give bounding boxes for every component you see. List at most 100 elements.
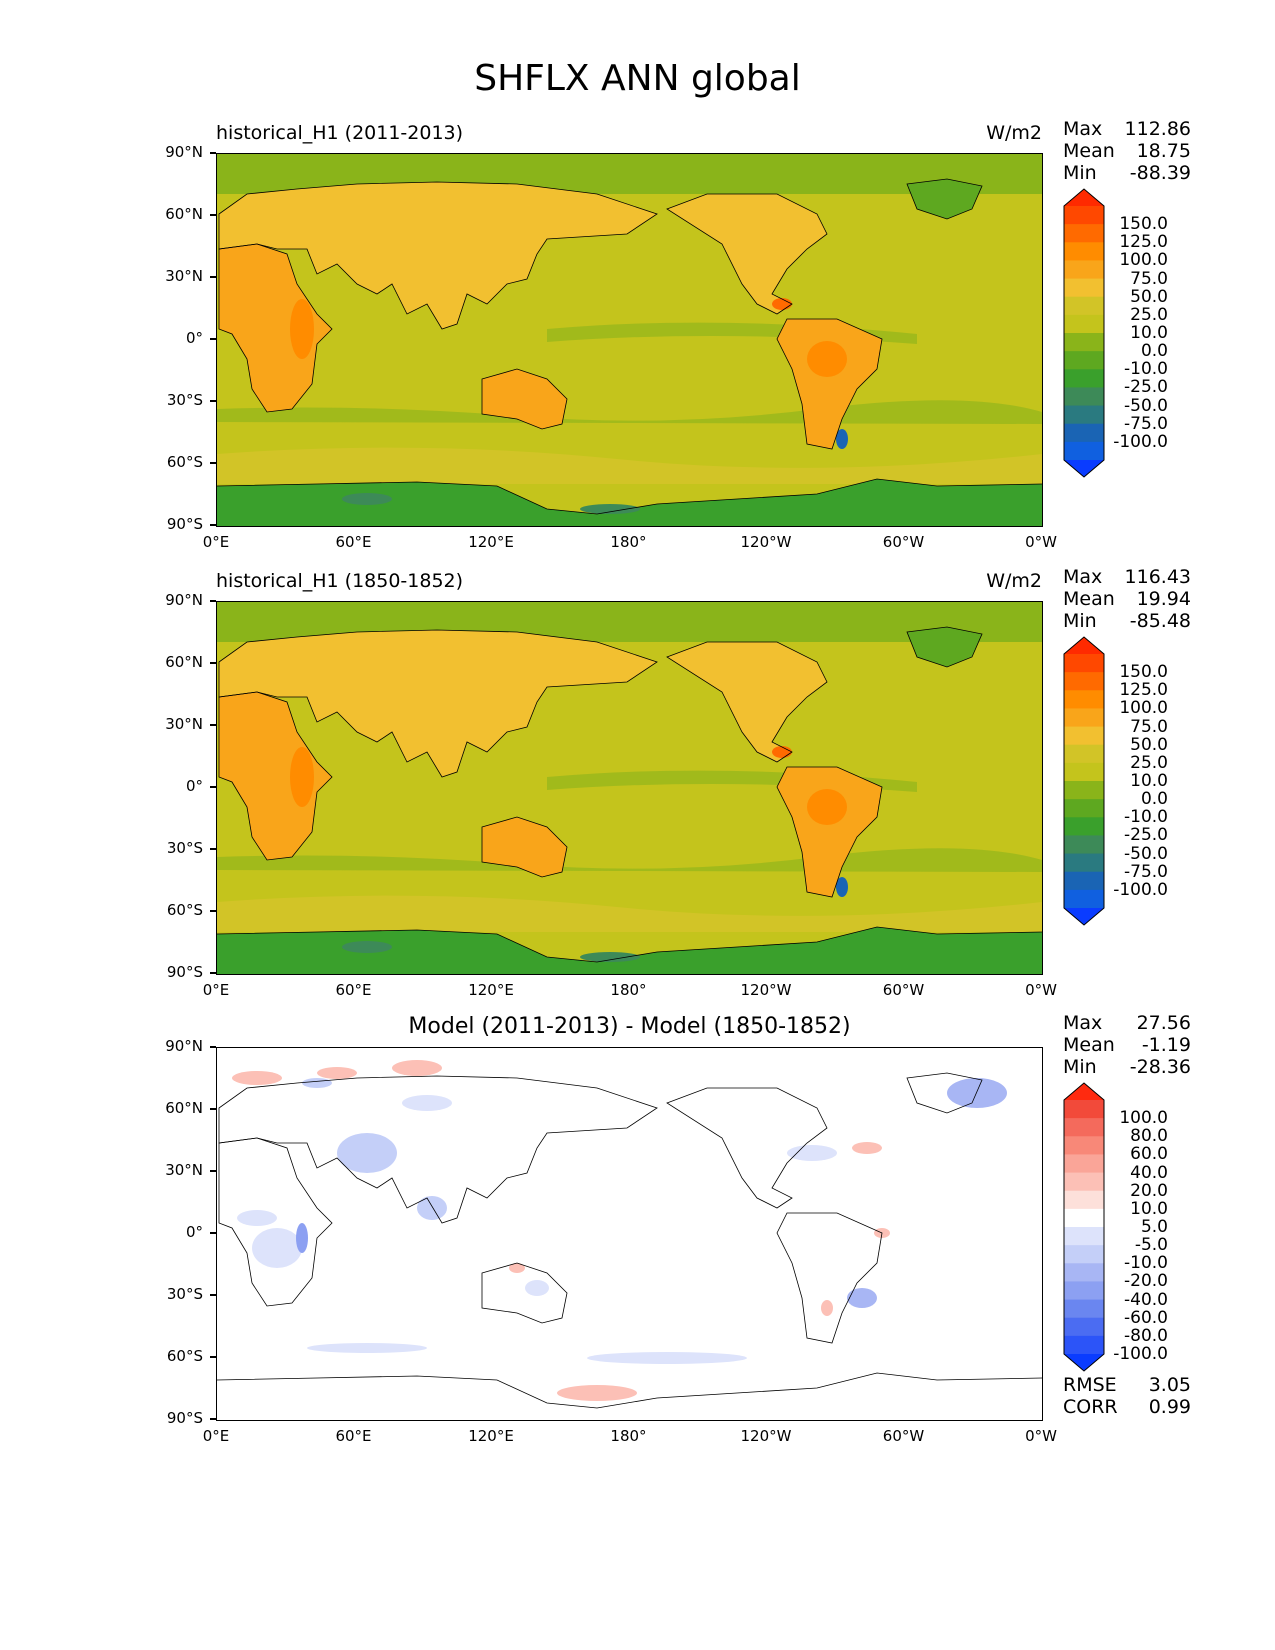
colorbar-tick-label: 125.0 bbox=[1119, 680, 1168, 701]
y-tick-label: 90°N bbox=[143, 1037, 216, 1055]
colorbar-extend-min bbox=[1064, 1354, 1104, 1371]
colorbar-segment bbox=[1064, 1100, 1104, 1119]
colorbar-outline bbox=[1063, 188, 1105, 478]
colorbar-segment bbox=[1064, 781, 1104, 800]
colorbar-labels: 150.0 125.0 100.0 75.0 50.0 25.0 10.0 0.0 -10.0-… bbox=[1106, 188, 1168, 478]
stat-row: Max 116.43 bbox=[1063, 566, 1191, 588]
colorbar-segment bbox=[1064, 296, 1104, 316]
stat-label: Max bbox=[1063, 118, 1103, 140]
coastline-antarctica bbox=[217, 1372, 1042, 1409]
colorbar-segment bbox=[1064, 387, 1104, 407]
land-antarctica bbox=[217, 479, 1042, 526]
stat-label: Min bbox=[1063, 162, 1097, 184]
southern-ocean-band bbox=[217, 447, 1042, 484]
colorbar-segment bbox=[1064, 1245, 1104, 1264]
map-plot-area bbox=[216, 1047, 1043, 1421]
coastline-greenland bbox=[906, 626, 983, 668]
land-namerica bbox=[667, 642, 827, 762]
anomaly-region bbox=[392, 1060, 442, 1076]
coastline-eurasia bbox=[218, 181, 658, 330]
hotspot-east-africa bbox=[290, 299, 314, 359]
stat-value: 3.05 bbox=[1148, 1374, 1191, 1396]
colorbar-segment bbox=[1064, 672, 1104, 691]
colorbar-tick-label: 20.0 bbox=[1130, 1180, 1168, 1201]
map-plot-area bbox=[216, 601, 1043, 975]
y-tick-label: 30°S bbox=[143, 839, 216, 857]
stat-label: Mean bbox=[1063, 1034, 1115, 1056]
x-tick-label: 60°W bbox=[882, 981, 925, 999]
stat-value: -28.36 bbox=[1129, 1056, 1191, 1078]
y-tick-label: 60°S bbox=[143, 453, 216, 471]
colorbar-segment bbox=[1064, 333, 1104, 352]
colorbar-segment bbox=[1064, 708, 1104, 728]
colorbar-tick-label: -40.0 bbox=[1124, 1289, 1168, 1310]
stat-row: CORR 0.99 bbox=[1063, 1396, 1191, 1418]
anomaly-region bbox=[509, 1263, 525, 1273]
map-svg bbox=[217, 1048, 1042, 1420]
stat-row: RMSE 3.05 bbox=[1063, 1374, 1191, 1396]
stat-value: -1.19 bbox=[1141, 1034, 1191, 1056]
stat-value: -88.39 bbox=[1129, 162, 1191, 184]
colorbar-tick-label: -5.0 bbox=[1134, 1235, 1168, 1256]
coastline-samerica bbox=[776, 1212, 883, 1344]
colorbar-segment bbox=[1064, 853, 1104, 873]
coastline-namerica bbox=[666, 193, 828, 315]
anomaly-region bbox=[302, 1078, 332, 1088]
y-tick-label: 30°N bbox=[143, 1161, 216, 1179]
colorbar-tick-label: 75.0 bbox=[1130, 716, 1168, 737]
colorbar-tick-label: -25.0 bbox=[1124, 825, 1168, 846]
colorbar-tick-label: 80.0 bbox=[1130, 1126, 1168, 1147]
colorbar-segment bbox=[1064, 441, 1104, 461]
x-tick-label: 120°E bbox=[468, 1427, 514, 1445]
y-tick-label: 90°S bbox=[143, 1409, 216, 1427]
colorbar-segment bbox=[1064, 278, 1104, 298]
stat-value: 18.75 bbox=[1136, 140, 1191, 162]
stat-value: 0.99 bbox=[1148, 1396, 1191, 1418]
colorbar-segment bbox=[1064, 224, 1104, 243]
stats-box: Max 27.56 Mean -1.19 Min -28.36 bbox=[1063, 1012, 1191, 1078]
x-tick-label: 60°E bbox=[335, 981, 372, 999]
coastline-eurasia bbox=[218, 1075, 658, 1224]
colorbar-tick-label: -50.0 bbox=[1124, 843, 1168, 864]
anomaly-region bbox=[947, 1078, 1007, 1108]
stat-row: Max 112.86 bbox=[1063, 118, 1191, 140]
stat-label: Max bbox=[1063, 566, 1103, 588]
anomaly-region bbox=[317, 1067, 357, 1079]
land-samerica bbox=[777, 319, 882, 449]
colorbar-segment bbox=[1064, 1299, 1104, 1319]
colorbar-tick-label: -75.0 bbox=[1124, 861, 1168, 882]
anomaly-region bbox=[337, 1133, 397, 1173]
stat-row: Mean 18.75 bbox=[1063, 140, 1191, 162]
colorbar bbox=[1061, 188, 1107, 478]
stat-label: Mean bbox=[1063, 588, 1115, 610]
colorbar-segment bbox=[1064, 799, 1104, 818]
colorbar-tick-label: -25.0 bbox=[1124, 377, 1168, 398]
colorbar-tick-label: -10.0 bbox=[1124, 359, 1168, 380]
x-tick-label: 180° bbox=[610, 1427, 647, 1445]
stat-value: 116.43 bbox=[1124, 566, 1191, 588]
colorbar-segment bbox=[1064, 369, 1104, 388]
colorbar-tick-label: 0.0 bbox=[1140, 789, 1168, 810]
colorbar-tick-label: -10.0 bbox=[1124, 1253, 1168, 1274]
map-panel: historical_H1 (2011-2013) W/m2 90°N 60°N 30°… bbox=[0, 118, 1275, 588]
colorbar-tick-label: -80.0 bbox=[1124, 1325, 1168, 1346]
anomaly-region bbox=[787, 1145, 837, 1161]
y-tick-label: 60°N bbox=[143, 653, 216, 671]
colorbar-segment bbox=[1064, 1263, 1104, 1282]
coastline-africa bbox=[218, 1137, 333, 1307]
coastline-greenland bbox=[906, 1072, 983, 1114]
coastline-namerica bbox=[666, 1087, 828, 1209]
x-tick-label: 120°E bbox=[468, 533, 514, 551]
coastline-antarctica bbox=[217, 926, 1042, 963]
y-tick-label: 30°S bbox=[143, 391, 216, 409]
y-tick-label: 90°N bbox=[143, 143, 216, 161]
anomaly-region bbox=[417, 1196, 447, 1220]
cold-spot-antarctica bbox=[342, 493, 392, 505]
colorbar-tick-label: 50.0 bbox=[1130, 286, 1168, 307]
map-svg bbox=[217, 602, 1042, 974]
y-tick-label: 30°N bbox=[143, 715, 216, 733]
anomaly-region bbox=[307, 1343, 427, 1353]
anomaly-region bbox=[587, 1352, 747, 1364]
colorbar-segment bbox=[1064, 817, 1104, 836]
x-tick-label: 0°W bbox=[1025, 533, 1057, 551]
